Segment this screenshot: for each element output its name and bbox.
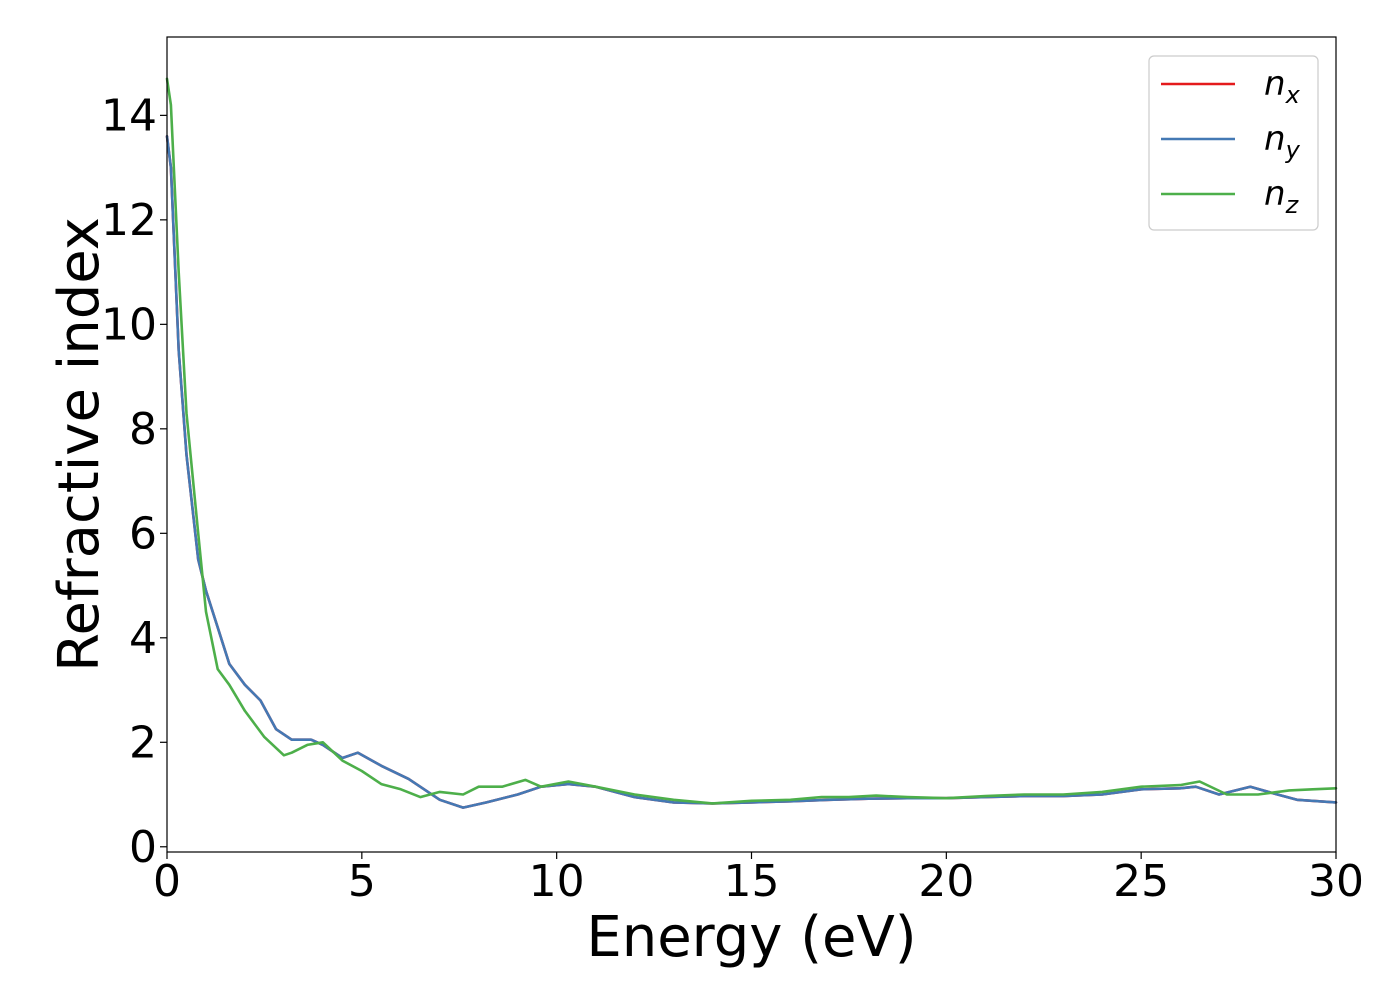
legend-box (1148, 55, 1319, 231)
series-layer (165, 77, 1338, 809)
series-line-z (165, 77, 1338, 805)
x-axis-ticks: 0 5 10 15 20 25 30 (153, 852, 1364, 907)
series-line-y (165, 135, 1338, 809)
legend-label-z: nz (1264, 174, 1300, 219)
y-tick-label: 8 (129, 404, 157, 455)
series-line-x (165, 135, 1338, 809)
x-tick-label: 10 (529, 856, 585, 907)
legend-label-y: ny (1264, 119, 1301, 164)
y-tick-label: 6 (129, 508, 157, 559)
legend: nx ny nz (1148, 55, 1319, 231)
y-tick-label: 0 (129, 822, 157, 873)
x-tick-label: 20 (918, 856, 974, 907)
y-tick-label: 2 (129, 717, 157, 768)
y-tick-label: 12 (101, 195, 157, 246)
y-axis-title: Refractive index (47, 217, 112, 672)
x-tick-label: 5 (348, 856, 376, 907)
y-axis-ticks: 0 2 4 6 8 10 12 14 (101, 90, 167, 873)
x-tick-label: 0 (153, 856, 181, 907)
x-tick-label: 25 (1113, 856, 1169, 907)
x-tick-label: 30 (1308, 856, 1364, 907)
legend-label-x: nx (1264, 64, 1301, 109)
y-tick-label: 14 (101, 90, 157, 141)
y-tick-label: 10 (101, 299, 157, 350)
y-tick-label: 4 (129, 613, 157, 664)
x-axis-title: Energy (eV) (586, 905, 916, 970)
x-tick-label: 15 (724, 856, 780, 907)
